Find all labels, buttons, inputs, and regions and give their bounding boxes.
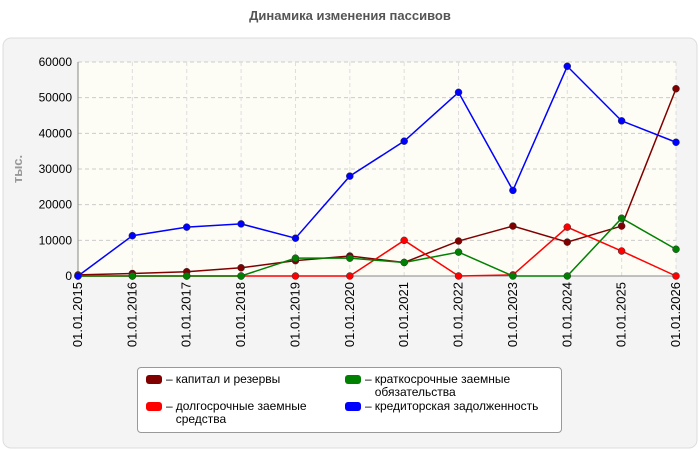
point <box>563 238 572 246</box>
point <box>400 236 408 245</box>
legend-dash: – <box>166 399 173 413</box>
legend-dash: – <box>166 372 173 386</box>
point <box>563 62 572 71</box>
x-tick-label: 01.01.2017 <box>179 282 194 347</box>
legend-label: долгосрочные заемные средства <box>175 399 307 426</box>
x-tick-label: 01.01.2019 <box>287 282 302 347</box>
x-tick-label: 01.01.2021 <box>396 282 411 347</box>
legend: – капитал и резервы – долгосрочные заемные … <box>137 367 562 433</box>
y-tick-label: 60000 <box>39 55 73 69</box>
x-tick-label: 01.01.2022 <box>451 282 466 347</box>
legend-label: краткосрочные заемные обязательства <box>374 372 511 399</box>
legend-item: – капитал и резервы <box>146 373 341 400</box>
y-tick-label: 0 <box>65 269 72 283</box>
x-tick-label: 01.01.2020 <box>342 282 357 347</box>
legend-item: – краткосрочные заемные обязательства <box>345 373 565 400</box>
chart-title: Динамика изменения пассивов <box>249 8 451 23</box>
x-tick-label: 01.01.2023 <box>505 282 520 347</box>
series-line <box>77 64 677 277</box>
point <box>346 172 354 180</box>
y-tick-label: 10000 <box>39 233 73 247</box>
point <box>509 272 517 280</box>
point <box>672 138 680 146</box>
point <box>346 272 354 280</box>
legend-swatch <box>146 402 162 411</box>
legend-swatch <box>345 402 361 411</box>
y-axis-label: тыс. <box>10 155 25 183</box>
point <box>237 264 245 272</box>
point <box>128 272 137 280</box>
x-tick-label: 01.01.2026 <box>668 282 683 347</box>
series-line <box>78 217 677 277</box>
point <box>617 222 626 230</box>
y-tick-label: 30000 <box>39 162 73 176</box>
legend-swatch <box>146 375 162 384</box>
point <box>672 245 680 253</box>
point <box>291 254 300 262</box>
legend-label: кредиторская задолженность <box>374 399 539 413</box>
point <box>237 272 245 280</box>
y-tick-label: 50000 <box>39 91 73 105</box>
y-tick-label: 40000 <box>39 126 73 140</box>
legend-label: капитал и резервы <box>175 372 281 386</box>
point <box>128 231 137 240</box>
legend-item: – кредиторская задолженность <box>345 400 565 427</box>
x-tick-label: 01.01.2024 <box>559 282 574 347</box>
point <box>454 248 463 256</box>
point <box>509 222 517 230</box>
point <box>509 186 517 195</box>
legend-dash: – <box>365 399 372 413</box>
plot-area <box>78 62 676 276</box>
legend-swatch <box>345 375 361 384</box>
legend-dash: – <box>365 372 372 386</box>
y-tick-label: 20000 <box>39 198 73 212</box>
x-tick-label: 01.01.2016 <box>124 282 139 347</box>
point <box>617 214 626 222</box>
x-tick-label: 01.01.2025 <box>614 282 629 347</box>
point <box>400 137 408 145</box>
point <box>617 117 626 125</box>
point <box>672 272 680 280</box>
x-tick-label: 01.01.2015 <box>70 282 85 347</box>
point <box>672 85 680 93</box>
point <box>346 254 354 262</box>
point <box>291 234 300 242</box>
point <box>291 272 300 280</box>
point <box>454 237 463 245</box>
legend-item: – долгосрочные заемные средства <box>146 400 341 427</box>
point <box>454 272 463 280</box>
point <box>617 247 626 255</box>
point <box>182 272 191 280</box>
point <box>563 272 572 280</box>
point <box>454 88 463 97</box>
point <box>400 258 408 267</box>
point <box>182 223 191 231</box>
point <box>237 220 245 228</box>
x-tick-label: 01.01.2018 <box>233 282 248 347</box>
point <box>74 272 82 280</box>
series-line <box>77 88 677 276</box>
point <box>563 223 572 231</box>
